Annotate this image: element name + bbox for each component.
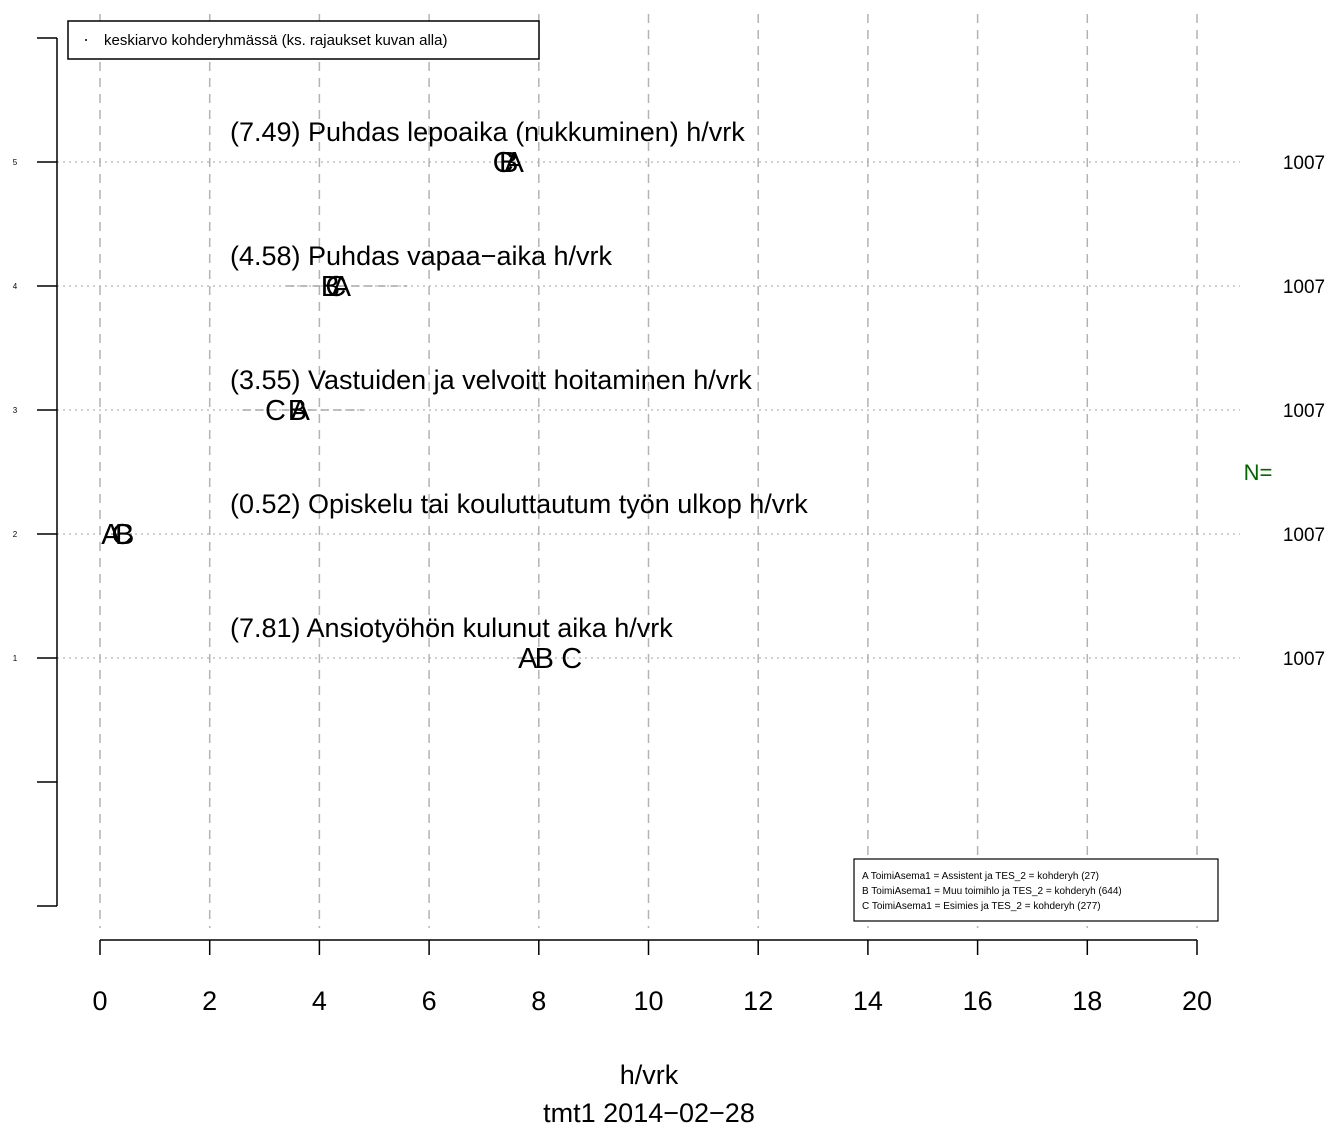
point-c: C	[325, 271, 346, 303]
x-tick-label: 6	[422, 986, 437, 1016]
x-tick-label: 20	[1182, 986, 1212, 1016]
point-b: B	[499, 147, 518, 179]
top-legend: keskiarvo kohderyhmässä (ks. rajaukset k…	[67, 20, 540, 60]
x-axis-label: h/vrk	[620, 1060, 679, 1090]
row-label: (0.52) Opiskelu tai kouluttautum työn ul…	[230, 489, 808, 519]
point-a: A	[101, 519, 121, 551]
row-n-value: 1007	[1283, 525, 1325, 546]
top-legend-text: keskiarvo kohderyhmässä (ks. rajaukset k…	[104, 32, 447, 49]
x-tick-label: 12	[743, 986, 773, 1016]
group-legend-box	[853, 858, 1219, 922]
n-label: N=	[1244, 460, 1273, 485]
x-tick-label: 2	[202, 986, 217, 1016]
point-a: A	[504, 147, 524, 179]
x-tick-label: 16	[963, 986, 993, 1016]
y-tick-label: 1	[13, 654, 18, 663]
point-c: C	[265, 395, 286, 427]
y-tick-label: 2	[13, 530, 18, 539]
x-tick-label: 18	[1072, 986, 1102, 1016]
point-a: A	[291, 395, 311, 427]
group-legend-b: B ToimiAsema1 = Muu toimihlo ja TES_2 = …	[862, 886, 1122, 897]
point-c: C	[493, 147, 514, 179]
x-tick-label: 8	[531, 986, 546, 1016]
grid-lines	[99, 14, 1198, 928]
y-axis: 1 2 3 4 5	[13, 37, 58, 907]
point-b: B	[288, 395, 307, 427]
row-label: (4.58) Puhdas vapaa−aika h/vrk	[230, 241, 612, 271]
data-row: (3.55) Vastuiden ja velvoitt hoitaminen …	[57, 365, 1325, 427]
row-label: (7.49) Puhdas lepoaika (nukkuminen) h/vr…	[230, 117, 745, 147]
point-a: A	[518, 643, 538, 675]
data-row: (7.49) Puhdas lepoaika (nukkuminen) h/vr…	[57, 117, 1325, 179]
top-legend-box	[67, 20, 540, 60]
x-tick-label: 10	[633, 986, 663, 1016]
group-legend-a: A ToimiAsema1 = Assistent ja TES_2 = koh…	[862, 871, 1099, 882]
point-b: B	[535, 643, 554, 675]
point-a: A	[332, 271, 352, 303]
group-legend: A ToimiAsema1 = Assistent ja TES_2 = koh…	[853, 858, 1219, 922]
x-tick-label: 0	[92, 986, 107, 1016]
point-c: C	[111, 519, 132, 551]
x-tick-label: 4	[312, 986, 327, 1016]
group-legend-c: C ToimiAsema1 = Esimies ja TES_2 = kohde…	[862, 901, 1101, 912]
y-tick-label: 5	[13, 158, 18, 167]
x-axis: 0 2 4 6 8 10 12 14 16 18 20	[92, 939, 1212, 1016]
row-n-value: 1007	[1283, 153, 1325, 174]
row-n-value: 1007	[1283, 277, 1325, 298]
x-tick-label: 14	[853, 986, 883, 1016]
point-b: B	[115, 519, 134, 551]
row-label: (3.55) Vastuiden ja velvoitt hoitaminen …	[230, 365, 752, 395]
point-c: C	[561, 643, 582, 675]
y-tick-label: 3	[13, 406, 18, 415]
point-b: B	[321, 271, 340, 303]
row-n-value: 1007	[1283, 649, 1325, 670]
data-row: (0.52) Opiskelu tai kouluttautum työn ul…	[57, 489, 1325, 551]
row-n-value: 1007	[1283, 401, 1325, 422]
mean-marker-icon	[85, 39, 87, 41]
data-rows: (7.49) Puhdas lepoaika (nukkuminen) h/vr…	[57, 117, 1325, 675]
y-tick-label: 4	[13, 282, 18, 291]
row-label: (7.81) Ansiotyöhön kulunut aika h/vrk	[230, 613, 673, 643]
chart-subtitle: tmt1 2014−02−28	[543, 1098, 755, 1128]
